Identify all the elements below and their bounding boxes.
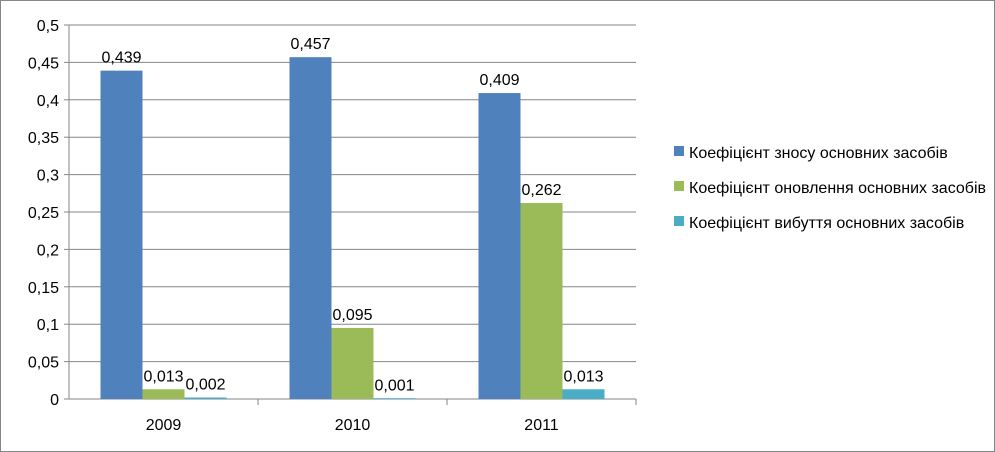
data-label: 0,002 <box>185 377 225 394</box>
bar <box>520 203 563 399</box>
data-label: 0,001 <box>374 377 414 394</box>
chart-legend: Коефіцієнт зносу основних засобів Коефіц… <box>674 141 989 246</box>
bar <box>184 397 227 399</box>
legend-swatch-renewal <box>674 181 684 191</box>
data-label: 0,013 <box>563 368 603 385</box>
data-label: 0,457 <box>290 36 330 53</box>
bar <box>562 389 605 399</box>
y-tick-label: 0,35 <box>28 130 59 147</box>
x-tick-label: 2010 <box>335 417 371 434</box>
data-label: 0,439 <box>101 50 141 67</box>
legend-item-renewal: Коефіцієнт оновлення основних засобів <box>674 176 989 201</box>
data-label: 0,262 <box>521 182 561 199</box>
data-label: 0,409 <box>479 72 519 89</box>
x-tick-label: 2009 <box>146 417 182 434</box>
y-tick-label: 0 <box>50 392 59 409</box>
y-tick-label: 0,1 <box>37 317 59 334</box>
legend-swatch-disposal <box>674 216 684 226</box>
legend-label-disposal: Коефіцієнт вибуття основних засобів <box>689 215 965 232</box>
y-tick-label: 0,05 <box>28 355 59 372</box>
legend-label-wear: Коефіцієнт зносу основних засобів <box>689 145 948 162</box>
data-label: 0,095 <box>332 307 372 324</box>
legend-item-disposal: Коефіцієнт вибуття основних засобів <box>674 211 989 236</box>
y-tick-label: 0,5 <box>37 18 59 35</box>
y-tick-label: 0,4 <box>37 93 59 110</box>
legend-label-renewal: Коефіцієнт оновлення основних засобів <box>689 180 986 197</box>
bar <box>478 93 521 400</box>
legend-swatch-wear <box>674 146 684 156</box>
x-tick-label: 2011 <box>524 417 559 434</box>
y-tick-label: 0,3 <box>37 168 59 185</box>
y-tick-label: 0,45 <box>28 55 59 72</box>
legend-item-wear: Коефіцієнт зносу основних засобів <box>674 141 989 166</box>
y-tick-label: 0,25 <box>28 205 59 222</box>
y-tick-label: 0,15 <box>28 280 59 297</box>
bar <box>289 57 332 399</box>
bar <box>142 389 185 399</box>
bar <box>373 398 416 399</box>
bar <box>100 70 143 400</box>
y-tick-label: 0,2 <box>37 242 59 259</box>
bar <box>331 327 374 399</box>
data-label: 0,013 <box>143 368 183 385</box>
